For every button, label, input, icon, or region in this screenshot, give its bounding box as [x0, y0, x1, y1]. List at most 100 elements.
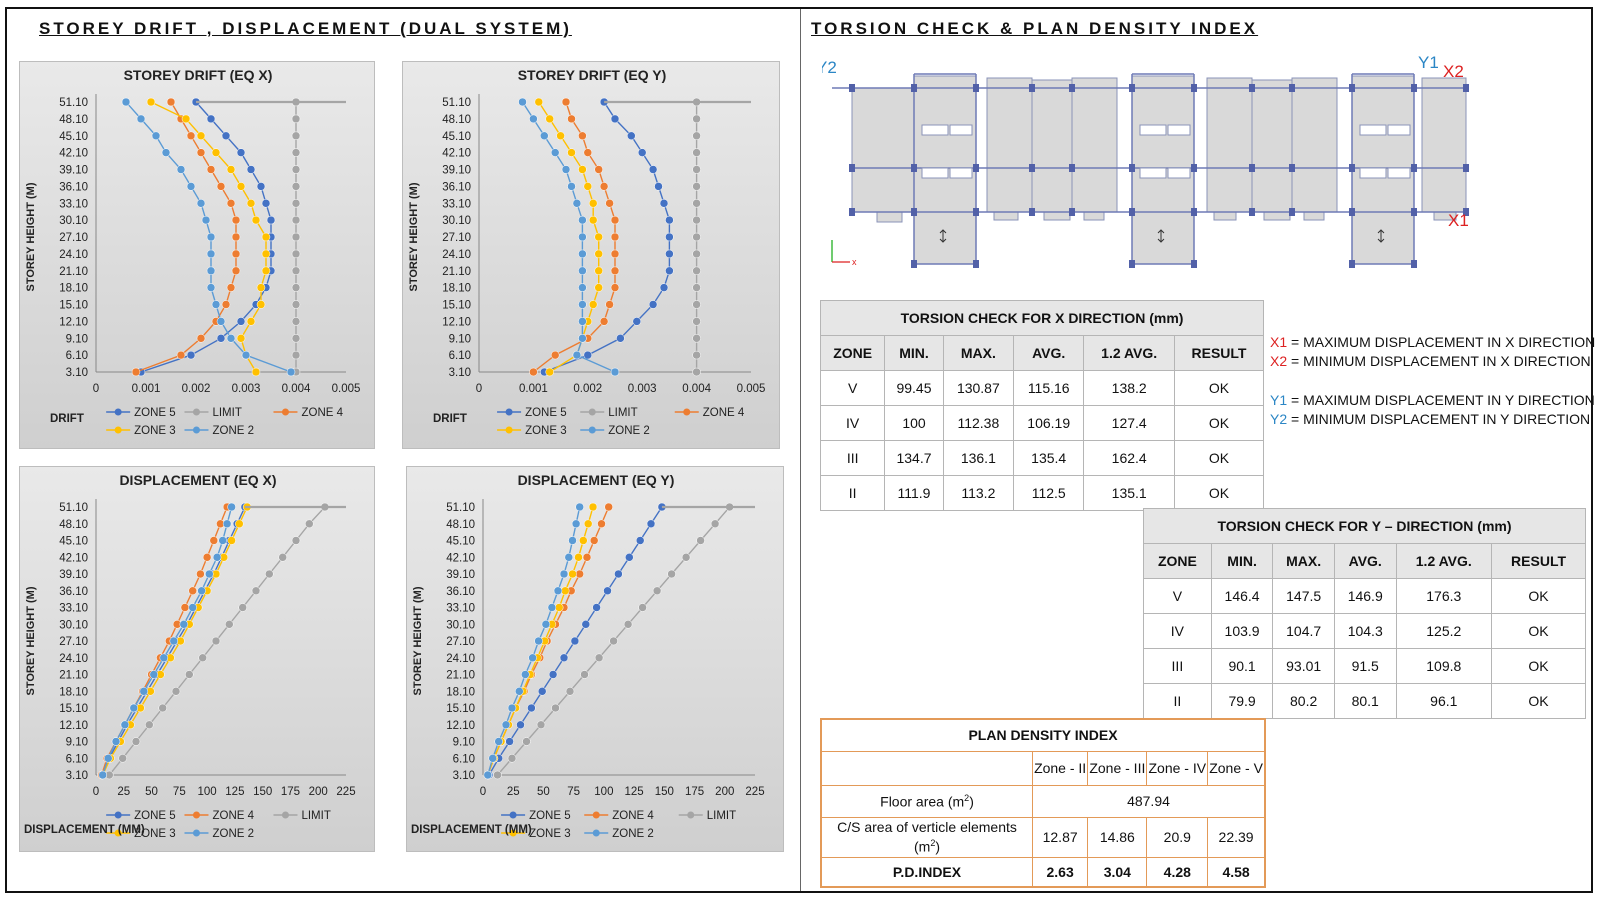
y-tick-label: 9.10 [66, 333, 88, 345]
table-row: IV 100 112.38 106.19 127.4 OK [819, 405, 1265, 441]
data-point-zone-3 [261, 266, 271, 276]
data-point-zone-3 [594, 266, 603, 276]
data-point-zone-4 [604, 502, 613, 512]
data-point-limit [278, 553, 287, 562]
data-point-zone-5 [614, 569, 623, 579]
data-point-zone-4 [605, 300, 614, 309]
data-point-zone-5 [616, 334, 625, 343]
header-cell: MAX. [1272, 543, 1335, 579]
pdi-index-label: P.D.INDEX [820, 856, 1033, 888]
data-point-zone-5 [659, 283, 669, 292]
data-point-zone-2 [578, 283, 587, 292]
data-point-zone-2 [98, 770, 107, 780]
data-point-zone-2 [139, 687, 149, 696]
y-tick-label: 3.10 [66, 367, 88, 379]
table-cell: V [1143, 578, 1212, 614]
table-cell: 134.7 [884, 440, 944, 476]
table-cell: OK [1173, 405, 1265, 441]
data-point-zone-2 [241, 350, 251, 360]
legend-marker-limit [687, 811, 695, 819]
y-tick-label: 30.10 [442, 215, 471, 227]
data-point-zone-2 [161, 148, 171, 157]
legend-label: ZONE 2 [612, 828, 654, 840]
data-point-zone-2 [553, 586, 563, 596]
data-point-limit [692, 199, 701, 208]
table-cell: 111.9 [884, 475, 944, 511]
legend-marker-zone-4 [683, 408, 691, 416]
data-point-zone-5 [261, 199, 271, 208]
data-point-limit [710, 519, 720, 529]
table-cell: 104.7 [1272, 613, 1335, 649]
data-point-limit [171, 687, 181, 696]
plan-label-x1: X1 [1448, 211, 1469, 230]
data-point-zone-2 [169, 636, 179, 646]
data-point-limit [692, 367, 701, 377]
y-tick-label: 48.10 [446, 519, 475, 531]
y-tick-label: 3.10 [449, 367, 471, 379]
table-cell: 99.45 [884, 370, 944, 406]
y-tick-label: 27.10 [59, 232, 88, 244]
y-tick-label: 33.10 [59, 198, 88, 210]
y-tick-label: 48.10 [59, 114, 88, 126]
data-point-zone-2 [129, 703, 139, 713]
data-point-zone-4 [575, 569, 584, 579]
data-point-zone-2 [572, 350, 582, 360]
pdi-zone-header: Zone - V [1207, 750, 1266, 786]
data-point-zone-4 [610, 266, 620, 276]
table-cell: 109.8 [1395, 648, 1493, 684]
legend-marker-limit [588, 408, 596, 416]
x-tick-label: 150 [253, 786, 272, 798]
data-point-zone-4 [216, 182, 226, 191]
data-point-zone-3 [251, 215, 261, 225]
data-point-zone-2 [547, 603, 557, 612]
data-point-limit [692, 148, 701, 157]
data-point-zone-2 [528, 653, 537, 663]
data-point-zone-5 [665, 232, 674, 242]
data-point-limit [609, 636, 618, 646]
data-point-zone-4 [610, 283, 620, 292]
table-cell: 138.2 [1083, 370, 1175, 406]
data-point-zone-4 [166, 97, 176, 107]
y-tick-label: 18.10 [442, 283, 471, 295]
header-cell: MIN. [884, 335, 944, 371]
legend-marker-zone-2 [192, 426, 200, 434]
data-point-zone-2 [216, 317, 226, 326]
data-point-zone-3 [227, 536, 236, 545]
data-point-limit [696, 536, 705, 545]
y-tick-label: 15.10 [446, 703, 475, 715]
data-point-zone-5 [570, 636, 580, 646]
data-point-zone-4 [176, 350, 186, 360]
data-point-zone-5 [266, 215, 276, 225]
header-cell: ZONE [1143, 543, 1212, 579]
legend-marker-zone-3 [114, 829, 122, 837]
table-cell: III [819, 440, 886, 476]
data-point-zone-2 [559, 569, 569, 579]
data-point-zone-2 [529, 114, 538, 124]
header-cell: RESULT [1491, 543, 1586, 579]
data-point-limit [305, 519, 314, 529]
data-point-limit [291, 148, 301, 157]
legend-label: ZONE 3 [134, 425, 176, 437]
y-tick-label: 6.10 [66, 350, 88, 362]
x-tick-label: 0.002 [573, 383, 602, 395]
legend-label: ZONE 5 [134, 810, 176, 822]
torsion-y-caption: TORSION CHECK FOR Y – DIRECTION (mm) [1143, 508, 1586, 544]
data-point-limit [692, 283, 701, 292]
x-tick-label: 100 [198, 786, 217, 798]
data-point-zone-2 [111, 737, 121, 746]
data-point-zone-3 [588, 300, 598, 309]
table-cell: 162.4 [1083, 440, 1175, 476]
table-cell: 136.1 [942, 440, 1015, 476]
table-row: II 79.9 80.2 80.1 96.1 OK [1143, 683, 1586, 719]
data-point-zone-4 [597, 519, 606, 529]
torsion-y-header-row: ZONE MIN. MAX. AVG. 1.2 AVG. RESULT [1143, 543, 1586, 579]
y-tick-label: 30.10 [59, 215, 88, 227]
data-point-zone-4 [529, 367, 538, 377]
data-point-zone-4 [180, 603, 190, 612]
legend-label: ZONE 2 [212, 828, 254, 840]
data-point-zone-2 [212, 553, 222, 562]
data-point-zone-3 [594, 232, 603, 242]
header-cell: RESULT [1173, 335, 1265, 371]
data-point-zone-4 [583, 148, 593, 157]
data-point-limit [522, 737, 531, 746]
